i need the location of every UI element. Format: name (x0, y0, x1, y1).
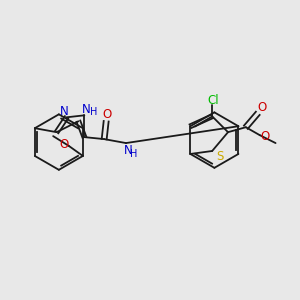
Text: S: S (216, 150, 224, 164)
Text: O: O (103, 108, 112, 121)
Text: N: N (60, 105, 69, 118)
Text: H: H (130, 149, 138, 159)
Text: O: O (257, 101, 266, 114)
Text: N: N (82, 103, 91, 116)
Text: O: O (260, 130, 269, 142)
Text: O: O (59, 138, 69, 151)
Text: N: N (124, 145, 132, 158)
Text: Cl: Cl (207, 94, 219, 107)
Text: H: H (90, 107, 97, 117)
